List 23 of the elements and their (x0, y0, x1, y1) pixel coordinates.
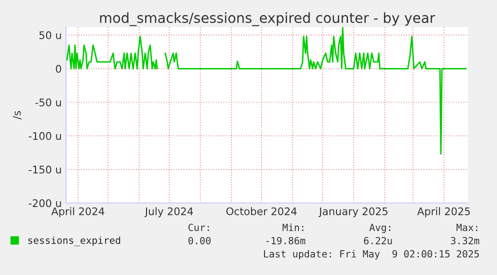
y-tick-label: 50 u (39, 31, 61, 40)
y-tick-label: 0 (56, 64, 62, 73)
x-tick-label: April 2024 (51, 207, 104, 218)
y-tick-label: -100 u (28, 132, 61, 140)
chart-title: mod_smacks/sessions_expired counter - by year (100, 12, 436, 26)
text: 0.00 (188, 236, 211, 244)
y-tick-label: -200 u (28, 199, 61, 208)
x-tick-label: October 2024 (226, 207, 297, 216)
text: Min: (282, 224, 304, 231)
y-axis-title: /s (12, 111, 22, 120)
x-tick-label: January 2025 (318, 207, 388, 218)
legend-label: sessions_expired (28, 236, 120, 246)
text: Max: (456, 224, 478, 232)
text: Avg: (369, 224, 390, 234)
x-tick-label: July 2024 (144, 207, 193, 218)
y-tick-label: -150 u (28, 166, 61, 174)
text: 3.32m (450, 236, 480, 244)
x-tick-label: April 2025 (417, 207, 470, 218)
text: Cur: (188, 224, 209, 232)
text: 6.22u (364, 236, 392, 244)
text: -19.86m (266, 236, 306, 244)
text: Last update: Fri May 9 02:00:15 2025 (264, 250, 479, 260)
y-tick-label: -50 u (35, 98, 61, 106)
